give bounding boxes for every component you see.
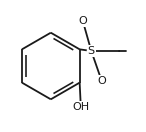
Text: S: S	[88, 46, 95, 56]
Text: O: O	[97, 76, 106, 86]
Text: OH: OH	[72, 102, 89, 112]
Text: O: O	[78, 16, 87, 26]
